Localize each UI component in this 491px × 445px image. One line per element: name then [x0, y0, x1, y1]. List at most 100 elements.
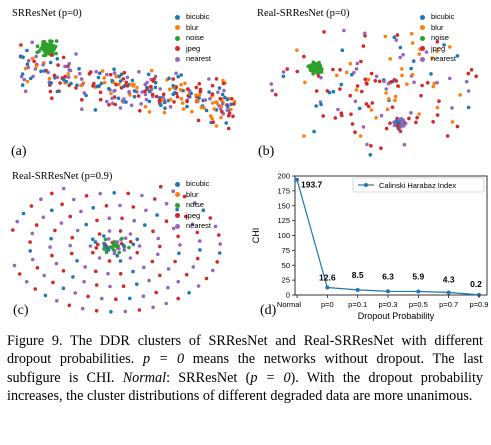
scatter-point: [150, 259, 155, 264]
scatter-point: [135, 237, 139, 242]
scatter-point: [388, 57, 392, 61]
scatter-point: [95, 84, 99, 89]
legend-label: nearest: [186, 221, 212, 230]
scatter-point: [435, 113, 440, 117]
scatter-point: [30, 257, 35, 262]
scatter-point: [311, 72, 315, 76]
scatter-point: [435, 80, 439, 85]
scatter-point: [46, 49, 50, 53]
scatter-point: [102, 234, 106, 238]
scatter-point: [191, 265, 196, 269]
scatter-point: [94, 69, 98, 74]
scatter-point: [192, 201, 197, 205]
scatter-point: [411, 59, 416, 63]
scatter-point: [435, 40, 440, 44]
legend-item: blur: [420, 23, 456, 34]
scatter-point: [75, 83, 79, 87]
scatter-point: [111, 247, 115, 252]
scatter-point: [54, 51, 58, 56]
scatter-point: [410, 41, 415, 45]
scatter-point: [178, 87, 183, 92]
scatter-point: [66, 72, 70, 76]
scatter-point: [211, 120, 215, 124]
scatter-point: [197, 93, 202, 97]
scatter-point: [270, 88, 274, 93]
scatter-point: [166, 285, 170, 290]
scatter-point: [118, 229, 123, 233]
scatter-point: [383, 34, 388, 39]
scatter-point: [162, 110, 167, 115]
scatter-point: [162, 100, 167, 105]
scatter-point: [226, 113, 231, 118]
legend-item: jpeg: [175, 211, 211, 222]
scatter-point: [82, 279, 86, 284]
x-axis-label: Dropout Probability: [358, 311, 435, 321]
figure-number: Figure 9.: [7, 333, 63, 349]
scatter-point: [135, 282, 139, 286]
scatter-point: [104, 204, 109, 208]
scatter-point: [44, 42, 49, 46]
scatter-point: [72, 197, 76, 202]
scatter-point: [379, 146, 383, 150]
scatter-point: [226, 126, 231, 131]
scatter-point: [19, 43, 23, 47]
scatter-point: [112, 71, 117, 75]
scatter-point: [52, 47, 56, 52]
data-label: 6.3: [382, 271, 394, 281]
scatter-point: [11, 228, 15, 232]
legend-label: jpeg: [431, 43, 446, 53]
scatter-point: [315, 71, 319, 75]
scatter-point: [33, 67, 38, 71]
scatter-point: [148, 89, 152, 94]
scatter-point: [117, 246, 121, 251]
scatter-point: [474, 74, 478, 79]
caption-math-1: p = 0: [142, 351, 185, 368]
scatter-point: [373, 79, 378, 83]
scatter-point: [338, 68, 342, 72]
scatter-point: [109, 310, 113, 314]
scatter-point: [50, 253, 54, 258]
scatter-point: [181, 107, 186, 111]
scatter-point: [199, 105, 204, 110]
scatter-point: [431, 120, 435, 124]
scatter-point: [98, 191, 102, 196]
scatter-point: [153, 85, 158, 90]
scatter-point: [387, 97, 391, 101]
scatter-point: [91, 84, 95, 88]
legend-b: bicubic blur noise jpeg nearest: [420, 12, 456, 65]
scatter-point: [319, 75, 323, 80]
scatter-point: [63, 74, 67, 79]
scatter-point: [113, 102, 117, 107]
scatter-point: [369, 108, 374, 112]
scatter-point: [340, 113, 344, 118]
scatter-point: [122, 97, 126, 101]
scatter-point: [361, 125, 366, 129]
legend-item: bicubic: [175, 12, 211, 23]
x-tick-label: p=0.9: [470, 300, 489, 309]
scatter-point: [158, 184, 163, 189]
y-tick-label: 100: [277, 231, 290, 240]
y-tick-label: 150: [277, 201, 290, 210]
x-tick-label: p=0: [321, 300, 334, 309]
scatter-point: [400, 67, 404, 71]
scatter-point: [363, 77, 367, 82]
scatter-point: [115, 240, 120, 244]
scatter-point: [151, 305, 155, 310]
scatter-point: [420, 83, 424, 88]
scatter-point: [99, 81, 104, 86]
scatter-point: [402, 142, 407, 147]
scatter-point: [190, 109, 194, 114]
scatter-point: [35, 50, 39, 55]
scatter-point: [80, 306, 85, 311]
scatter-point: [59, 221, 64, 225]
scatter-point: [50, 191, 54, 196]
scatter-point: [79, 209, 83, 214]
scatter-point: [374, 116, 378, 120]
scatter-point: [71, 275, 75, 279]
scatter-point: [331, 89, 336, 94]
scatter-point: [407, 116, 411, 121]
scatter-point: [221, 81, 226, 86]
scatter-point: [409, 66, 413, 71]
scatter-point: [147, 110, 152, 114]
jpeg-marker: [420, 46, 425, 52]
